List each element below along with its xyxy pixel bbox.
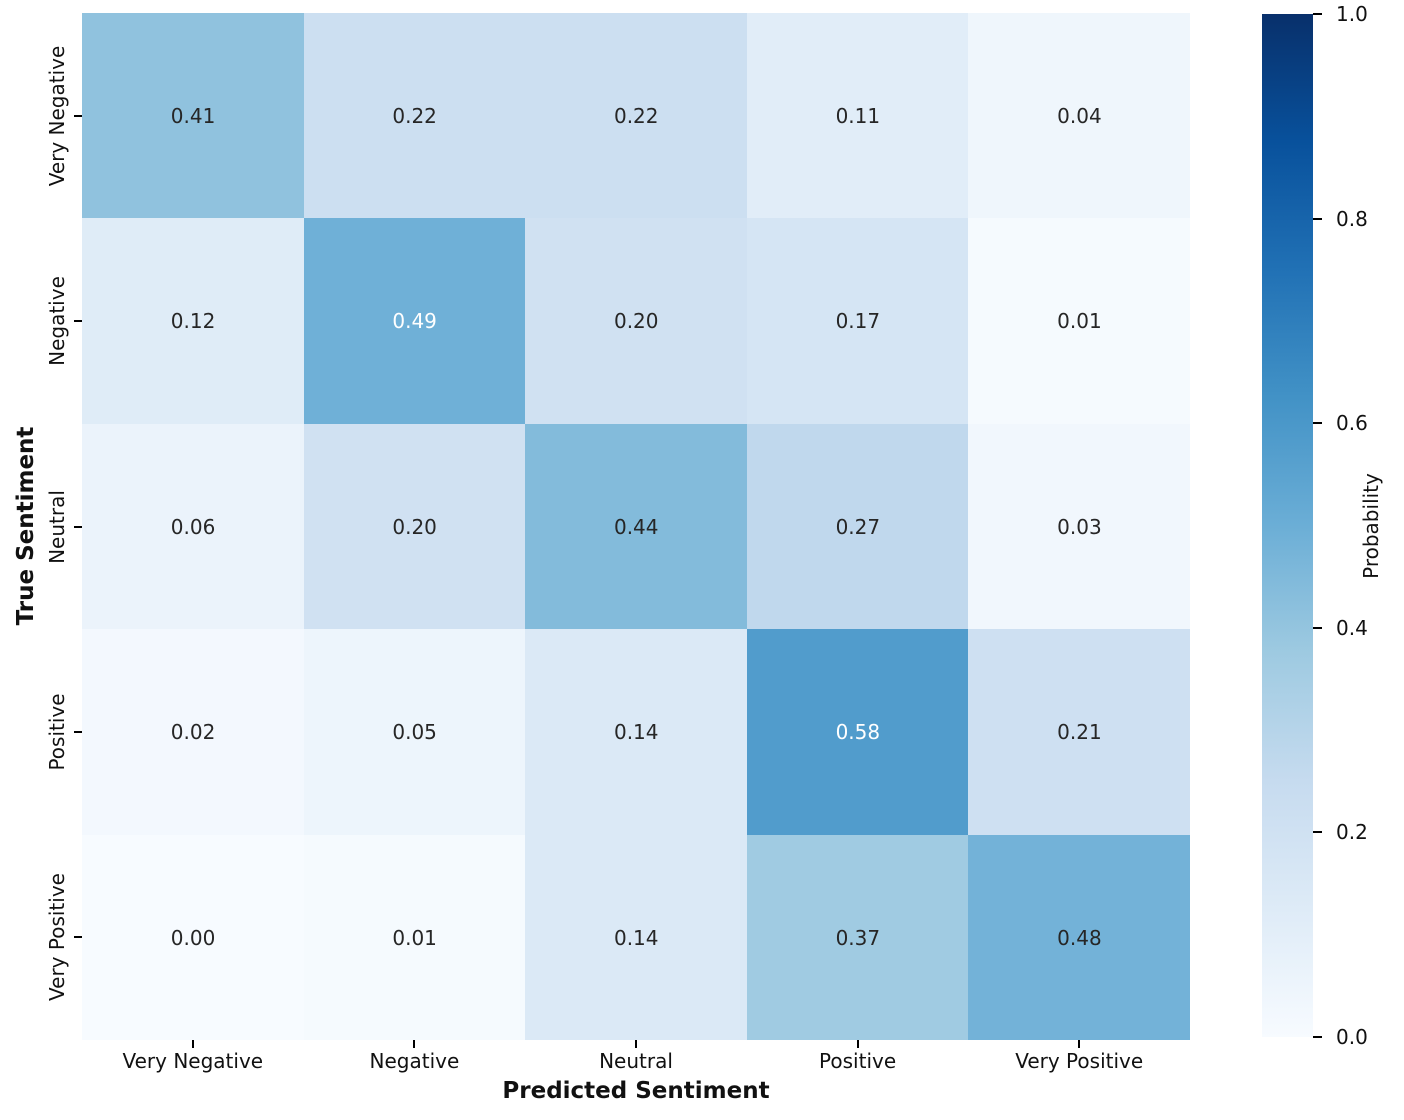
colorbar-tick <box>1313 422 1322 425</box>
heatmap-cell-r3c3: 0.58 <box>746 629 969 836</box>
x-tick-label: Negative <box>369 1049 460 1073</box>
heatmap-cell-r0c0: 0.41 <box>82 13 305 219</box>
heatmap-cell-r4c0: 0.00 <box>82 834 305 1041</box>
heatmap-cell-r1c0: 0.12 <box>82 218 305 425</box>
x-tick <box>1078 1040 1081 1048</box>
colorbar-tick <box>1313 831 1322 834</box>
heatmap-cell-r0c4: 0.04 <box>968 13 1191 219</box>
x-tick-label: Very Negative <box>122 1049 264 1073</box>
heatmap-cell-r2c2: 0.44 <box>525 423 748 630</box>
colorbar-title: Probability <box>1359 473 1383 579</box>
colorbar-tick-label: 1.0 <box>1336 2 1368 26</box>
heatmap-cell-r1c1: 0.49 <box>303 218 526 425</box>
heatmap-cell-r3c0: 0.02 <box>82 629 305 836</box>
x-tick-label: Very Positive <box>1015 1049 1144 1073</box>
colorbar-tick-label: 0.4 <box>1336 615 1368 640</box>
colorbar-tick <box>1313 217 1322 220</box>
x-axis-title: Predicted Sentiment <box>502 1078 770 1104</box>
heatmap-cell-r0c2: 0.22 <box>525 13 748 219</box>
heatmap-cell-r1c4: 0.01 <box>968 218 1191 425</box>
heatmap-cell-r1c3: 0.17 <box>746 218 969 425</box>
heatmap-cell-r2c1: 0.20 <box>303 423 526 630</box>
heatmap-cell-r4c2: 0.14 <box>525 834 748 1041</box>
heatmap-cell-r3c1: 0.05 <box>303 629 526 836</box>
y-tick <box>74 525 82 528</box>
x-tick <box>413 1040 416 1048</box>
y-tick <box>74 320 82 323</box>
x-tick-label: Positive <box>819 1049 897 1073</box>
heatmap-cell-r3c4: 0.21 <box>968 629 1191 836</box>
y-tick <box>74 936 82 939</box>
heatmap-cell-r0c3: 0.11 <box>746 13 969 219</box>
heatmap-cell-r0c1: 0.22 <box>303 13 526 219</box>
heatmap-cell-r2c3: 0.27 <box>746 423 969 630</box>
heatmap-cell-r2c0: 0.06 <box>82 423 305 630</box>
colorbar-tick <box>1313 1036 1322 1038</box>
x-tick-label: Neutral <box>599 1049 673 1073</box>
heatmap-grid: 0.41 0.22 0.22 0.11 0.04 0.12 0.49 0.20 0.17 0.01… <box>82 13 1191 1041</box>
heatmap-cell-r4c1: 0.01 <box>303 834 526 1041</box>
heatmap-cell-r4c3: 0.37 <box>746 834 969 1041</box>
x-tick <box>635 1040 637 1048</box>
x-tick <box>191 1040 194 1048</box>
x-tick <box>856 1040 859 1048</box>
colorbar-tick-label: 0.8 <box>1336 206 1368 231</box>
colorbar-tick <box>1313 626 1322 629</box>
colorbar-gradient <box>1262 14 1313 1037</box>
y-axis-title: True Sentiment <box>13 426 39 626</box>
colorbar-tick-label: 0.6 <box>1336 411 1368 436</box>
y-tick <box>74 114 82 117</box>
y-tick-label: Very Positive <box>45 873 69 1002</box>
heatmap-cell-r3c2: 0.14 <box>525 629 748 836</box>
colorbar-tick <box>1313 13 1322 15</box>
heatmap-cell-r2c4: 0.03 <box>968 423 1191 630</box>
y-tick-label: Negative <box>45 276 69 366</box>
colorbar-tick-label: 0.0 <box>1336 1025 1368 1049</box>
heatmap-cell-r1c2: 0.20 <box>525 218 748 425</box>
y-tick-label: Very Negative <box>45 45 69 186</box>
y-tick-label: Positive <box>45 693 69 771</box>
y-tick-label: Neutral <box>45 489 69 564</box>
colorbar-tick-label: 0.2 <box>1336 820 1368 845</box>
heatmap-cell-r4c4: 0.48 <box>968 834 1191 1041</box>
y-tick <box>74 730 82 733</box>
